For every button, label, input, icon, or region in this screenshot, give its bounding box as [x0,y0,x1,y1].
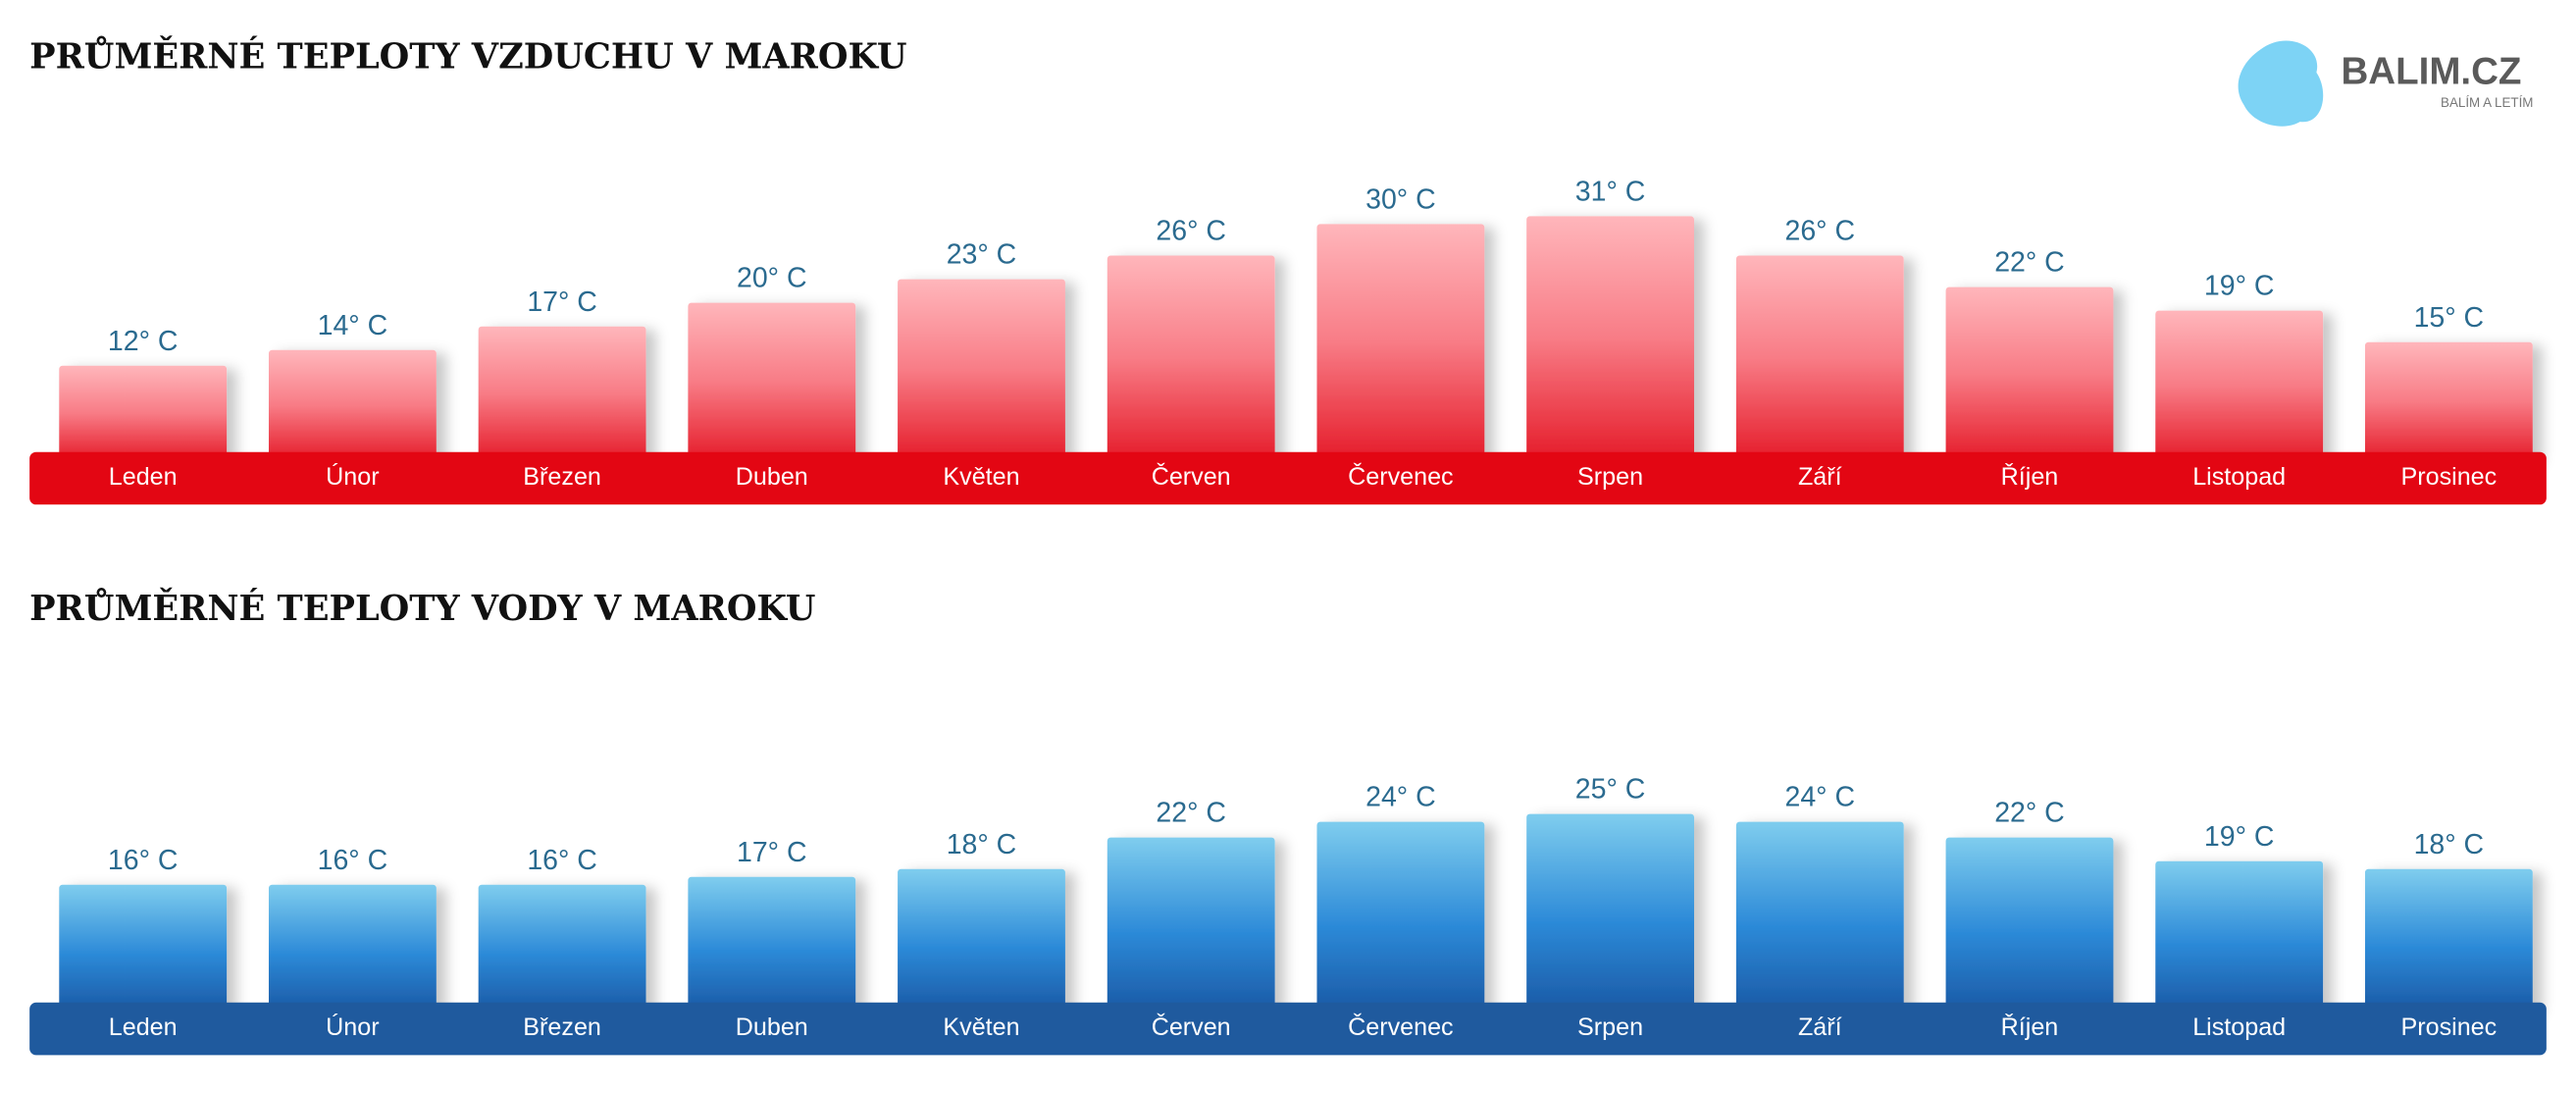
bar [59,365,228,461]
x-tick-label: Březen [523,463,601,491]
x-tick-label: Srpen [1577,1014,1643,1041]
x-tick-label: Září [1798,1014,1842,1041]
x-tick-label: Únor [326,462,379,491]
value-label: 19° C [2204,821,2275,853]
bar-chart: PRŮMĚRNÉ TEPLOTY VZDUCHU V MAROKU 12° C 14… [29,35,2547,505]
value-label: 15° C [2414,302,2485,334]
logo: BALIM.CZ BALÍM A LETÍM [2238,40,2533,127]
bar [268,884,437,1012]
bar [688,302,856,461]
logo-tagline: BALÍM A LETÍM [2441,95,2533,110]
x-tick-label: Leden [109,463,178,491]
logo-icon [2238,40,2324,127]
value-label: 26° C [1785,216,1856,247]
bar [2364,341,2533,461]
value-label: 25° C [1575,774,1646,806]
value-label: 22° C [1156,798,1226,829]
x-tick-label: Září [1798,463,1842,491]
x-tick-label: Listopad [2192,463,2286,491]
x-tick-label: Srpen [1577,463,1643,491]
value-label: 23° C [947,239,1017,271]
bar [2364,868,2533,1012]
value-label: 31° C [1575,176,1646,207]
bar [1526,216,1694,461]
x-tick-label: Říjen [2001,462,2059,491]
bar [688,876,856,1012]
value-label: 30° C [1365,183,1436,215]
x-tick-label: Červen [1152,1013,1231,1041]
value-label: 18° C [2414,829,2485,860]
x-tick-label: Únor [326,1013,379,1041]
x-tick-label: Prosinec [2401,1014,2498,1041]
value-label: 17° C [737,837,807,868]
x-tick-label: Listopad [2192,1014,2286,1041]
value-label: 16° C [318,845,388,876]
bar [59,884,228,1012]
bar-chart: PRŮMĚRNÉ TEPLOTY VODY V MAROKU 16° C 16° C… [29,588,2547,1056]
bar [478,326,646,461]
value-label: 24° C [1365,782,1436,813]
bar [478,884,646,1012]
x-tick-label: Březen [523,1014,601,1041]
x-tick-label: Červenec [1348,462,1453,491]
x-tick-label: Duben [736,1014,808,1041]
bar [1107,837,1275,1012]
x-tick-label: Leden [109,1014,178,1041]
x-tick-label: Květen [943,463,1019,491]
x-tick-label: Prosinec [2401,463,2498,491]
x-tick-label: Duben [736,463,808,491]
chart-title: PRŮMĚRNÉ TEPLOTY VODY V MAROKU [29,588,815,629]
value-label: 26° C [1156,216,1226,247]
bar [268,349,437,461]
value-label: 16° C [108,845,179,876]
bar [2155,860,2324,1012]
value-label: 12° C [108,326,179,357]
logo-name: BALIM.CZ [2342,51,2522,93]
x-tick-label: Říjen [2001,1013,2059,1041]
bar [1735,255,1904,461]
bar [1526,813,1694,1012]
value-label: 17° C [527,286,597,318]
bar [1316,821,1485,1012]
chart-title: PRŮMĚRNÉ TEPLOTY VZDUCHU V MAROKU [29,35,906,77]
value-label: 14° C [318,310,388,341]
category-band [29,451,2547,505]
bar [898,279,1065,461]
bar [2155,310,2324,461]
bar [1945,286,2114,461]
value-label: 19° C [2204,271,2275,302]
bar [1945,837,2114,1012]
x-tick-label: Červen [1152,462,1231,491]
bar [898,868,1065,1012]
value-label: 22° C [1994,798,2065,829]
bar [1316,224,1485,461]
x-tick-label: Květen [943,1014,1019,1041]
value-label: 22° C [1994,247,2065,279]
category-band [29,1002,2547,1056]
value-label: 16° C [527,845,597,876]
value-label: 24° C [1785,782,1856,813]
bar [1735,821,1904,1012]
value-label: 20° C [737,263,807,294]
x-tick-label: Červenec [1348,1013,1453,1041]
bar [1107,255,1275,461]
value-label: 18° C [947,829,1017,860]
